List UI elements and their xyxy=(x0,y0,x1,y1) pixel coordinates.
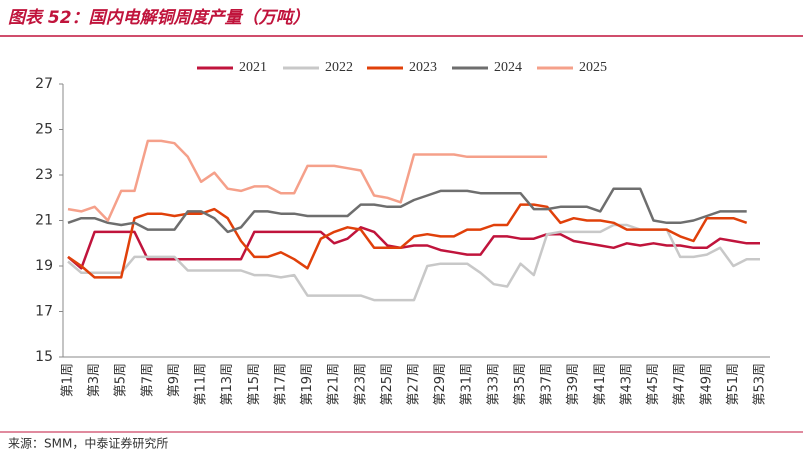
x-tick-label: 第19周 xyxy=(300,363,315,406)
x-tick-label: 第23周 xyxy=(353,363,368,406)
x-tick-label: 第3周 xyxy=(87,363,102,397)
x-tick-label: 第27周 xyxy=(407,363,422,406)
x-tick-label: 第49周 xyxy=(699,363,714,406)
series-line xyxy=(67,187,747,234)
y-tick-label: 25 xyxy=(35,122,53,138)
legend-label: 2024 xyxy=(494,60,522,75)
x-tick-label: 第9周 xyxy=(167,363,182,397)
x-tick-label: 第35周 xyxy=(513,363,528,406)
x-tick-label: 第39周 xyxy=(566,363,581,406)
x-tick-label: 第17周 xyxy=(273,363,288,406)
chart-title: 图表 52：国内电解铜周度产量（万吨） xyxy=(8,8,310,28)
y-tick-label: 19 xyxy=(35,258,53,274)
legend-label: 2022 xyxy=(325,60,353,75)
x-tick-label: 第5周 xyxy=(114,363,129,397)
legend-label: 2021 xyxy=(239,60,267,75)
y-tick-label: 23 xyxy=(35,167,53,183)
x-tick-label: 第47周 xyxy=(673,363,688,406)
source: 来源：SMM，中泰证券研究所 xyxy=(8,436,168,451)
legend-label: 2023 xyxy=(409,60,437,75)
x-tick-label: 第31周 xyxy=(460,363,475,406)
x-tick-label: 第53周 xyxy=(753,363,768,406)
y-tick-label: 15 xyxy=(35,349,53,365)
series-line xyxy=(67,226,760,270)
x-tick-label: 第45周 xyxy=(646,363,661,406)
x-tick-label: 第51周 xyxy=(726,363,741,406)
x-tick-label: 第29周 xyxy=(433,363,448,406)
y-tick-label: 17 xyxy=(35,304,53,320)
x-tick-label: 第11周 xyxy=(194,363,209,406)
x-tick-label: 第37周 xyxy=(540,363,555,406)
x-tick-label: 第13周 xyxy=(220,363,235,406)
x-tick-label: 第21周 xyxy=(327,363,342,406)
series-line xyxy=(67,203,748,279)
x-tick-label: 第25周 xyxy=(380,363,395,406)
x-tick-label: 第43周 xyxy=(619,363,634,406)
x-tick-label: 第15周 xyxy=(247,363,262,406)
legend-label: 2025 xyxy=(579,60,607,75)
y-tick-label: 21 xyxy=(35,213,53,229)
x-tick-label: 第1周 xyxy=(61,363,76,397)
series-line xyxy=(67,139,548,222)
x-tick-label: 第41周 xyxy=(593,363,608,406)
x-tick-label: 第7周 xyxy=(140,363,155,397)
x-tick-label: 第33周 xyxy=(486,363,501,406)
y-tick-label: 27 xyxy=(35,76,53,92)
